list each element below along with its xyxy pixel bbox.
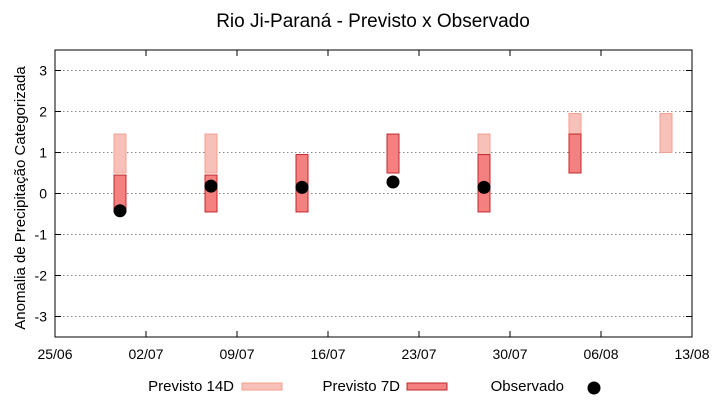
chart-title: Rio Ji-Paraná - Previsto x Observado	[216, 11, 530, 32]
y-tick-label: -1	[35, 227, 48, 243]
range-bars	[113, 113, 673, 213]
range-bar-14d	[113, 133, 127, 174]
x-tick-label: 30/07	[492, 346, 527, 362]
observed-point	[113, 204, 127, 218]
y-tick-label: -3	[35, 309, 48, 325]
observed-point	[204, 179, 218, 193]
legend-marker-observado	[587, 381, 601, 395]
grid-lines	[55, 70, 692, 317]
y-axis-label: Anomalia de Precipitação Categorizada	[12, 66, 29, 330]
x-tick-label: 02/07	[128, 346, 163, 362]
x-tick-label: 13/08	[674, 346, 709, 362]
x-tick-label: 25/06	[37, 346, 72, 362]
range-bar-14d	[659, 113, 673, 154]
y-tick-label: 3	[39, 63, 47, 79]
legend-swatch-7d	[406, 382, 448, 391]
legend-label-observado: Observado	[491, 378, 564, 395]
observed-points	[113, 175, 491, 218]
x-tick-label: 23/07	[401, 346, 436, 362]
range-bar-7d	[568, 133, 582, 174]
range-bar-7d	[386, 133, 400, 174]
observed-point	[386, 175, 400, 189]
legend-label-7d: Previsto 7D	[322, 378, 400, 395]
observed-point	[295, 180, 309, 194]
y-tick-label: -2	[35, 268, 48, 284]
x-tick-label: 06/08	[583, 346, 618, 362]
axes: 3 2 1 0 -1 -2 -3 25/06 02/07 09/07 16/07 23/07 30/07…	[35, 50, 710, 362]
legend-swatch-14d	[241, 382, 283, 391]
x-tick-label: 09/07	[219, 346, 254, 362]
range-bar-14d	[204, 133, 218, 174]
y-tick-label: 2	[39, 104, 47, 120]
x-tick-label: 16/07	[310, 346, 345, 362]
legend-label-14d: Previsto 14D	[148, 378, 234, 395]
y-tick-label: 1	[39, 145, 47, 161]
y-tick-label: 0	[39, 186, 47, 202]
legend: Previsto 14D Previsto 7D Observado	[148, 378, 601, 395]
observed-point	[477, 180, 491, 194]
range-bar-14d	[568, 113, 582, 135]
